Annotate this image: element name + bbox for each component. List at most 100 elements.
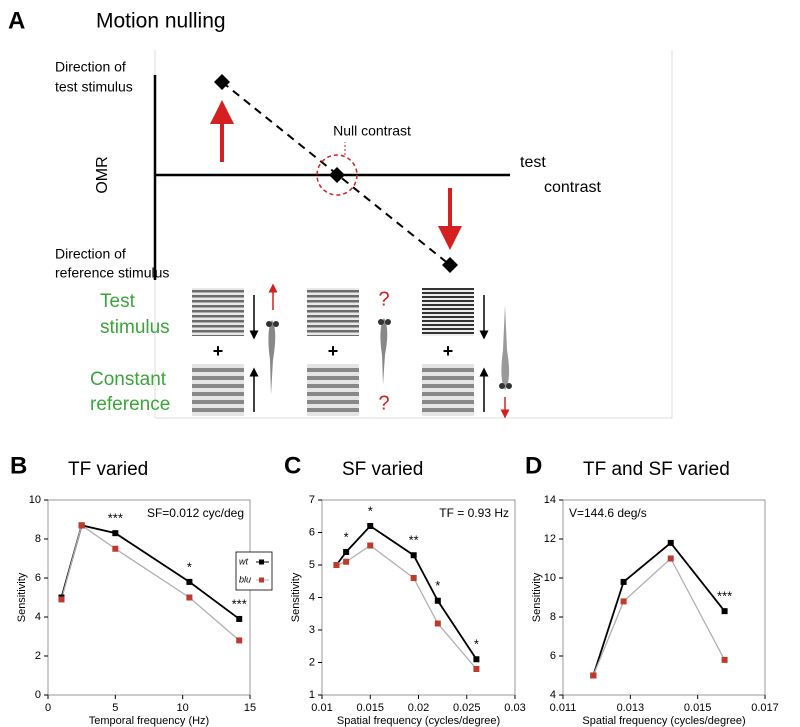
chart-title: TF varied xyxy=(68,459,148,480)
data-point xyxy=(78,522,85,529)
significance: *** xyxy=(232,596,247,611)
data-point xyxy=(343,558,350,565)
y-tick-label: 3 xyxy=(309,624,315,636)
x-tick-label: 0.017 xyxy=(751,702,779,714)
y-tick-label: 6 xyxy=(550,650,556,662)
grating xyxy=(192,288,244,336)
fish-eye xyxy=(385,319,391,325)
x-tick-label: 15 xyxy=(244,702,256,714)
x-tick-label: 0.015 xyxy=(356,702,384,714)
significance: *** xyxy=(717,589,732,604)
y-tick-label: 2 xyxy=(309,656,315,668)
chart-panel: C SF varied 1 2 3 4 5 6 7 0.01 0.015 0.02 0.025 0.03 S… xyxy=(284,452,526,727)
series-line xyxy=(592,557,726,676)
reference-direction: Direction of xyxy=(55,246,126,262)
x-axis-label: contrast xyxy=(544,179,601,196)
y-axis-label: Sensitivity xyxy=(531,572,543,622)
significance: * xyxy=(368,503,373,518)
x-axis-label: Spatial frequency (cycles/degree) xyxy=(337,715,500,727)
x-tick-label: 0.015 xyxy=(684,702,712,714)
data-point xyxy=(367,542,374,549)
panel-a: A Motion nulling Null contrast Direction… xyxy=(8,7,673,419)
data-point xyxy=(58,596,65,603)
plot-frame xyxy=(562,499,766,696)
fish xyxy=(268,320,276,395)
panel-title: Motion nulling xyxy=(96,10,226,33)
y-tick-label: 14 xyxy=(544,494,556,506)
legend-box xyxy=(235,551,273,591)
y-tick-label: 5 xyxy=(309,559,315,571)
data-point xyxy=(667,555,674,562)
x-axis-label: Spatial frequency (cycles/degree) xyxy=(582,715,745,727)
y-tick-label: 6 xyxy=(309,526,315,538)
data-point xyxy=(667,539,674,546)
plot-frame xyxy=(321,499,516,696)
grating xyxy=(422,364,474,416)
data-point xyxy=(620,598,627,605)
null-circle xyxy=(316,154,358,196)
question: ? xyxy=(378,288,389,310)
x-tick-label: 0.01 xyxy=(311,702,332,714)
legend-marker xyxy=(259,577,264,583)
test-stimulus-label: stimulus xyxy=(100,317,170,338)
y-tick-label: 12 xyxy=(544,533,556,545)
y-tick-label: 2 xyxy=(35,650,41,662)
annotation: TF = 0.93 Hz xyxy=(439,506,509,520)
data-point xyxy=(186,594,193,601)
series-line xyxy=(336,544,477,670)
chart-panel: D TF and SF varied 4 6 8 10 12 14 0.011 0.013 0.01… xyxy=(525,452,779,727)
data-point xyxy=(473,666,480,672)
y-tick-label: 8 xyxy=(35,533,41,545)
annotation: V=144.6 deg/s xyxy=(569,506,647,520)
reference-label: Constant xyxy=(90,369,167,390)
significance: * xyxy=(435,578,440,593)
plus: + xyxy=(443,341,454,361)
fish-eye xyxy=(378,319,384,325)
x-tick-label: 5 xyxy=(112,702,118,714)
data-point xyxy=(434,597,441,604)
panel-label: A xyxy=(8,7,25,34)
grating xyxy=(192,364,244,416)
y-tick-label: 0 xyxy=(35,689,41,701)
fish-eye xyxy=(273,321,279,327)
panel-label: C xyxy=(284,452,301,479)
data-point xyxy=(410,552,417,559)
annotation: SF=0.012 cyc/deg xyxy=(147,506,244,520)
plus: + xyxy=(328,341,339,361)
data-point xyxy=(473,656,480,663)
y-tick-label: 4 xyxy=(35,611,41,623)
significance: * xyxy=(344,529,349,544)
x-tick-label: 0.03 xyxy=(504,702,525,714)
grating xyxy=(422,288,474,336)
y-tick-label: 7 xyxy=(309,494,315,506)
reference-label: reference xyxy=(90,394,170,415)
grating xyxy=(307,364,359,416)
x-tick-label: 0.02 xyxy=(408,702,429,714)
legend-label: blu xyxy=(239,574,251,584)
data-point xyxy=(333,562,340,568)
data-point xyxy=(721,656,728,663)
fish xyxy=(380,318,388,385)
diamond xyxy=(214,74,230,90)
significance: ** xyxy=(409,533,419,548)
significance: * xyxy=(187,559,192,574)
data-point xyxy=(590,672,597,679)
legend-label: wt xyxy=(239,556,248,566)
y-axis-label: Sensitivity xyxy=(16,572,28,622)
y-tick-label: 4 xyxy=(550,689,556,701)
significance: *** xyxy=(108,511,123,526)
series-line xyxy=(592,541,726,676)
x-tick-label: 0 xyxy=(45,702,51,714)
fish-eye xyxy=(499,383,505,389)
data-point xyxy=(236,615,243,622)
plot-frame xyxy=(47,499,251,696)
x-tick-label: 10 xyxy=(177,702,189,714)
grating xyxy=(307,288,359,336)
chart-panel: B TF varied 0 2 4 6 8 10 0 5 10 15 Temporal frequenc… xyxy=(10,452,273,727)
significance: * xyxy=(474,637,479,652)
y-tick-label: 4 xyxy=(309,591,315,603)
legend-marker xyxy=(259,559,264,565)
data-point xyxy=(112,545,119,552)
data-point xyxy=(236,637,243,644)
fish xyxy=(501,305,510,390)
